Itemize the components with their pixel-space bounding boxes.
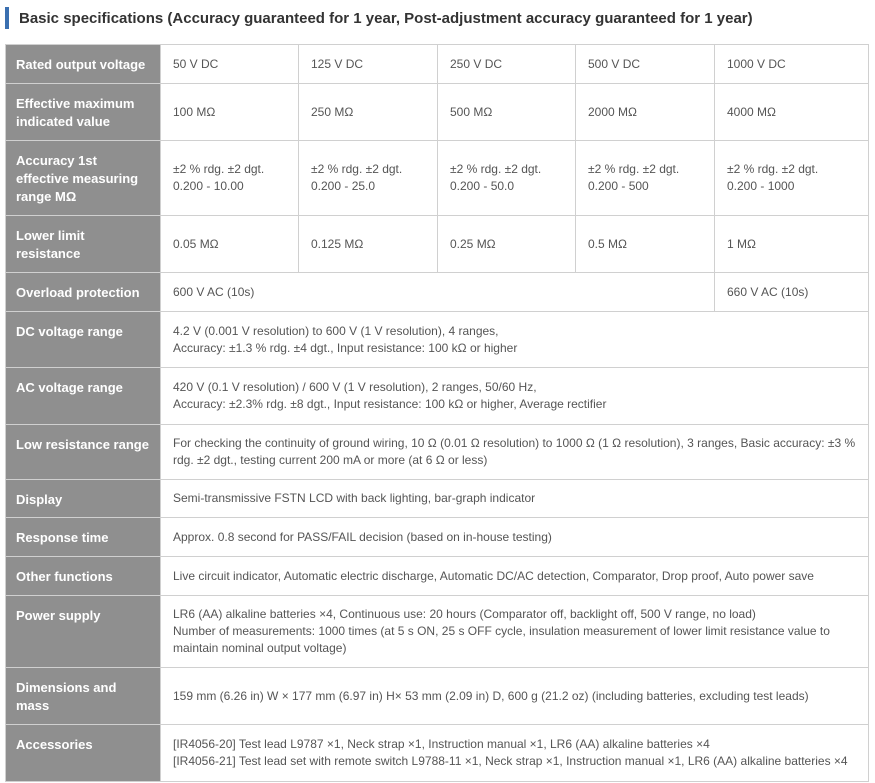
row-label: AC voltage range <box>5 367 161 425</box>
row-label: Other functions <box>5 556 161 596</box>
row-label: Dimensions and mass <box>5 667 161 725</box>
cell: LR6 (AA) alkaline batteries ×4, Continuo… <box>160 595 869 668</box>
table-row: Low resistance range For checking the co… <box>5 424 869 480</box>
table-row: Accessories [IR4056-20] Test lead L9787 … <box>5 724 869 782</box>
cell: 0.5 MΩ <box>575 215 715 273</box>
accuracy-text: ±2 % rdg. ±2 dgt. <box>311 162 403 176</box>
cell: 250 MΩ <box>298 83 438 141</box>
line: Accuracy: ±1.3 % rdg. ±4 dgt., Input res… <box>173 340 518 355</box>
line: Accuracy: ±2.3% rdg. ±8 dgt., Input resi… <box>173 397 607 411</box>
line: 4.2 V (0.001 V resolution) to 600 V (1 V… <box>173 323 499 338</box>
cell: 1000 V DC <box>714 44 869 84</box>
row-label: Rated output voltage <box>5 44 161 84</box>
table-row: Response time Approx. 0.8 second for PAS… <box>5 517 869 557</box>
cell: 0.25 MΩ <box>437 215 576 273</box>
line: [IR4056-20] Test lead L9787 ×1, Neck str… <box>173 737 710 751</box>
row-label: Lower limit resistance <box>5 215 161 273</box>
table-row: Rated output voltage 50 V DC 125 V DC 25… <box>5 44 869 84</box>
cell: ±2 % rdg. ±2 dgt. 0.200 - 50.0 <box>437 140 576 216</box>
row-label: Low resistance range <box>5 424 161 480</box>
cell: 4.2 V (0.001 V resolution) to 600 V (1 V… <box>160 311 869 368</box>
cell: Approx. 0.8 second for PASS/FAIL decisio… <box>160 517 869 557</box>
cell: 4000 MΩ <box>714 83 869 141</box>
title-text: Basic specifications (Accuracy guarantee… <box>19 9 753 27</box>
line: LR6 (AA) alkaline batteries ×4, Continuo… <box>173 607 756 621</box>
row-label: Accessories <box>5 724 161 782</box>
table-row: Overload protection 600 V AC (10s) 660 V… <box>5 272 869 312</box>
cell: 159 mm (6.26 in) W × 177 mm (6.97 in) H×… <box>160 667 869 725</box>
range-text: 0.200 - 1000 <box>727 179 795 193</box>
row-label: Power supply <box>5 595 161 668</box>
cell: 0.05 MΩ <box>160 215 299 273</box>
cell: ±2 % rdg. ±2 dgt. 0.200 - 25.0 <box>298 140 438 216</box>
range-text: 0.200 - 10.00 <box>173 179 244 193</box>
cell: ±2 % rdg. ±2 dgt. 0.200 - 500 <box>575 140 715 216</box>
accuracy-text: ±2 % rdg. ±2 dgt. <box>450 162 542 176</box>
cell: 125 V DC <box>298 44 438 84</box>
cell: ±2 % rdg. ±2 dgt. 0.200 - 1000 <box>714 140 869 216</box>
row-label: Response time <box>5 517 161 557</box>
cell: 2000 MΩ <box>575 83 715 141</box>
cell: Live circuit indicator, Automatic electr… <box>160 556 869 596</box>
table-row: Lower limit resistance 0.05 MΩ 0.125 MΩ … <box>5 215 869 273</box>
table-row: Power supply LR6 (AA) alkaline batteries… <box>5 595 869 668</box>
cell: 50 V DC <box>160 44 299 84</box>
cell: [IR4056-20] Test lead L9787 ×1, Neck str… <box>160 724 869 782</box>
line: 420 V (0.1 V resolution) / 600 V (1 V re… <box>173 380 537 394</box>
cell: 1 MΩ <box>714 215 869 273</box>
table-row: Effective maximum indicated value 100 MΩ… <box>5 83 869 141</box>
row-label: Accuracy 1st effective measuring range M… <box>5 140 161 216</box>
cell: 600 V AC (10s) <box>160 272 715 312</box>
accuracy-text: ±2 % rdg. ±2 dgt. <box>727 162 819 176</box>
cell: 500 MΩ <box>437 83 576 141</box>
cell: 100 MΩ <box>160 83 299 141</box>
line: [IR4056-21] Test lead set with remote sw… <box>173 754 848 768</box>
row-label: DC voltage range <box>5 311 161 368</box>
cell: 250 V DC <box>437 44 576 84</box>
accuracy-text: ±2 % rdg. ±2 dgt. <box>588 162 680 176</box>
spec-table: Rated output voltage 50 V DC 125 V DC 25… <box>5 44 869 782</box>
accuracy-text: ±2 % rdg. ±2 dgt. <box>173 162 265 176</box>
title-accent-bar <box>5 7 9 29</box>
cell: 0.125 MΩ <box>298 215 438 273</box>
table-row: DC voltage range 4.2 V (0.001 V resoluti… <box>5 311 869 368</box>
table-row: Accuracy 1st effective measuring range M… <box>5 140 869 216</box>
cell: ±2 % rdg. ±2 dgt. 0.200 - 10.00 <box>160 140 299 216</box>
cell: 660 V AC (10s) <box>714 272 869 312</box>
table-row: Display Semi-transmissive FSTN LCD with … <box>5 479 869 518</box>
table-row: AC voltage range 420 V (0.1 V resolution… <box>5 367 869 425</box>
cell: 500 V DC <box>575 44 715 84</box>
cell: Semi-transmissive FSTN LCD with back lig… <box>160 479 869 518</box>
cell: 420 V (0.1 V resolution) / 600 V (1 V re… <box>160 367 869 425</box>
row-label: Overload protection <box>5 272 161 312</box>
cell: For checking the continuity of ground wi… <box>160 424 869 480</box>
line: Number of measurements: 1000 times (at 5… <box>173 624 830 655</box>
table-row: Other functions Live circuit indicator, … <box>5 556 869 596</box>
range-text: 0.200 - 500 <box>588 179 649 193</box>
range-text: 0.200 - 50.0 <box>450 179 515 193</box>
row-label: Display <box>5 479 161 518</box>
section-title: Basic specifications (Accuracy guarantee… <box>5 7 753 29</box>
table-row: Dimensions and mass 159 mm (6.26 in) W ×… <box>5 667 869 725</box>
row-label: Effective maximum indicated value <box>5 83 161 141</box>
range-text: 0.200 - 25.0 <box>311 179 376 193</box>
